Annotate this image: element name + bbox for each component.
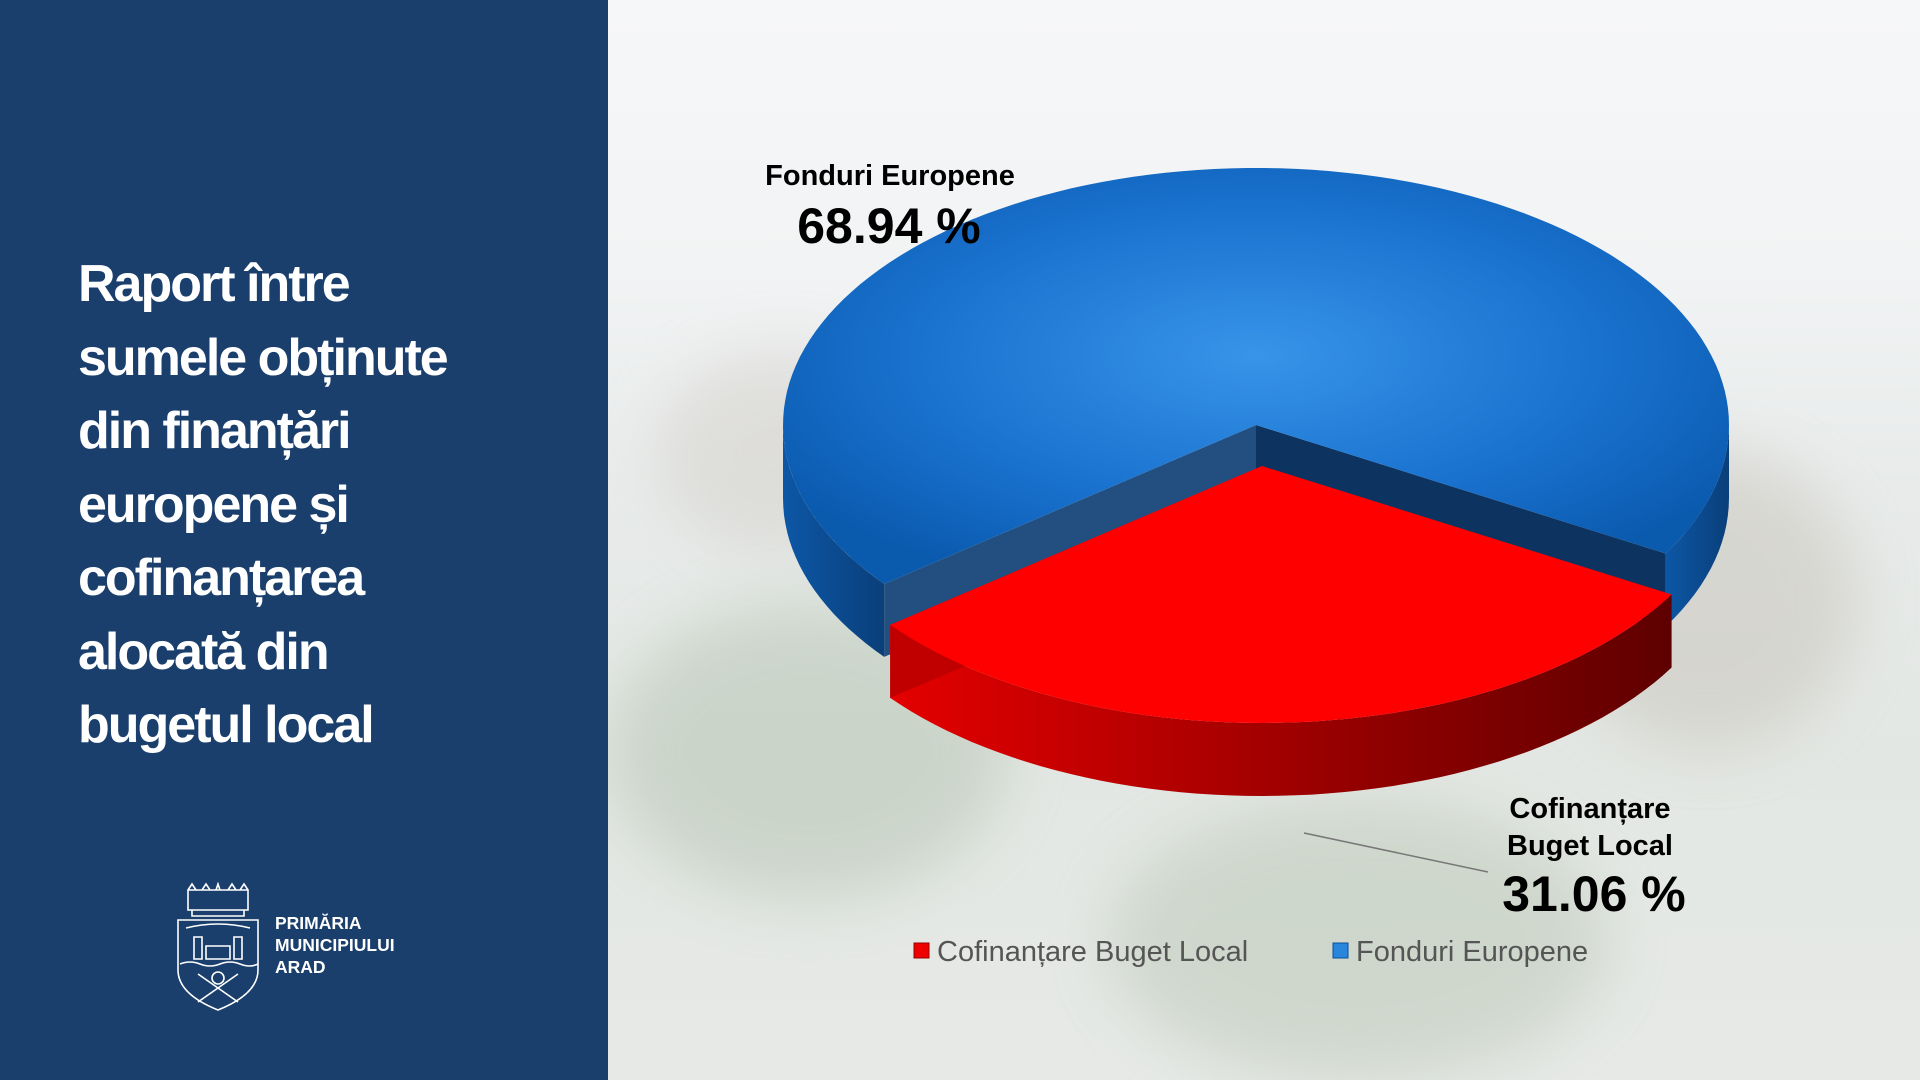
sidebar: Raport între sumele obținute din finanță…: [0, 0, 608, 1080]
slice-fonduri-side: [783, 425, 885, 657]
logo-line: MUNICIPIULUI: [275, 935, 395, 955]
label-cofinantare-value: 31.06 %: [1502, 866, 1685, 922]
slice-cofinantare-side: [890, 594, 1672, 796]
slice-fonduri-side: [1665, 425, 1729, 627]
slice-cofinantare-top: [890, 466, 1672, 723]
title-line: sumele obținute: [78, 328, 449, 387]
title-line: europene și: [78, 475, 350, 534]
legend-label-fonduri: Fonduri Europene: [1356, 936, 1588, 968]
legend-swatch-fonduri: [1332, 942, 1349, 959]
title-line: din finanțări: [78, 402, 352, 460]
title-line: cofinanțarea: [78, 549, 365, 607]
logo-text: PRIMĂRIA MUNICIPIULUI ARAD: [275, 912, 395, 978]
legend-swatch-cofinantare: [913, 942, 930, 959]
title-line: Raport între: [78, 255, 351, 313]
leader-line: [1303, 832, 1489, 873]
logo-line: PRIMĂRIA: [275, 913, 362, 933]
label-fonduri-value: 68.94 %: [797, 198, 980, 254]
label-cofinantare-name-2: Buget Local: [1507, 830, 1673, 862]
title-line: alocată din: [78, 622, 330, 681]
slice-fonduri-top: [783, 168, 1729, 584]
coat-of-arms-logo: [177, 882, 259, 1011]
label-fonduri-name: Fonduri Europene: [765, 160, 1015, 192]
title-line: bugetul local: [78, 696, 375, 754]
logo-line: ARAD: [275, 957, 326, 977]
label-cofinantare-name-1: Cofinanțare: [1509, 793, 1670, 825]
slide-title: Raport între sumele obținute din finanță…: [78, 248, 598, 763]
legend-label-cofinantare: Cofinanțare Buget Local: [937, 936, 1248, 968]
